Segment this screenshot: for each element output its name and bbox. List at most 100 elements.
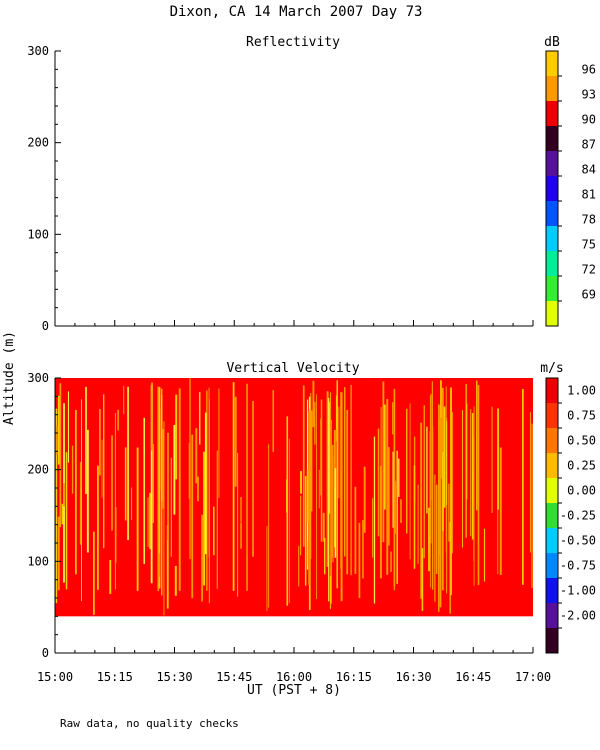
velocity-streak xyxy=(420,422,423,599)
velocity-field-background xyxy=(55,378,533,617)
colorbar-label: 96 xyxy=(582,63,596,77)
reflectivity-y-ticks: 0 100 200 300 xyxy=(27,44,61,333)
colorbar-label: 81 xyxy=(582,188,596,202)
y-tick-label: 0 xyxy=(42,646,49,660)
x-tick-label: 16:15 xyxy=(336,670,372,684)
colorbar-swatch xyxy=(546,226,558,252)
velocity-streak xyxy=(329,575,331,610)
colorbar-swatch xyxy=(546,51,558,77)
reflectivity-colorbar: 96 93 90 87 84 81 78 75 72 69 xyxy=(545,50,596,327)
velocity-streak xyxy=(57,516,60,591)
y-tick-label: 300 xyxy=(27,44,49,58)
velocity-streak xyxy=(314,401,316,445)
velocity-streak xyxy=(329,392,332,424)
velocity-streak xyxy=(59,383,62,528)
velocity-streak xyxy=(57,395,60,465)
velocity-streak xyxy=(350,384,352,576)
velocity-streak xyxy=(81,399,82,602)
velocity-streak xyxy=(240,497,242,522)
velocity-streak xyxy=(531,423,533,589)
y-tick-label: 200 xyxy=(27,463,49,477)
colorbar-swatch xyxy=(546,428,558,454)
velocity-streak xyxy=(308,411,311,585)
velocity-streak xyxy=(312,380,315,428)
colorbar-label: 78 xyxy=(582,213,596,227)
colorbar-swatch xyxy=(546,478,558,504)
velocity-streak xyxy=(191,434,194,599)
velocity-streak xyxy=(299,495,302,556)
x-tick-label: 16:45 xyxy=(455,670,491,684)
velocity-streak xyxy=(208,387,210,558)
colorbar-swatch xyxy=(546,176,558,202)
velocity-streak xyxy=(443,406,446,508)
velocity-streak xyxy=(336,380,338,589)
velocity-streak xyxy=(363,466,366,533)
velocity-streak xyxy=(392,451,394,528)
velocity-streak xyxy=(379,465,382,579)
velocity-streak xyxy=(316,394,317,600)
reflectivity-panel: Reflectivity 0 100 200 300 dB 96 93 90 87 84 81 7… xyxy=(27,35,596,333)
velocity-streak xyxy=(75,409,77,575)
velocity-streak xyxy=(160,408,163,490)
colorbar-label: 75 xyxy=(582,238,596,252)
velocity-streak xyxy=(174,565,177,596)
velocity-streak xyxy=(252,400,254,557)
velocity-streak xyxy=(439,417,442,608)
velocity-streak xyxy=(434,474,436,602)
colorbar-swatch xyxy=(546,603,558,629)
velocity-streak xyxy=(246,383,248,591)
colorbar-label: -0.50 xyxy=(560,534,596,548)
velocity-streak xyxy=(158,386,161,589)
velocity-streak xyxy=(310,410,313,512)
velocity-streak xyxy=(85,386,87,495)
velocity-streak xyxy=(323,537,326,575)
colorbar-swatch xyxy=(546,301,558,327)
velocity-streak xyxy=(123,385,125,415)
colorbar-swatch xyxy=(546,403,558,429)
velocity-streak xyxy=(388,447,390,546)
velocity-streak xyxy=(465,384,467,538)
velocity-streak xyxy=(93,531,95,615)
velocity-streak xyxy=(362,520,364,579)
velocity-streak xyxy=(55,425,58,455)
velocity-streak xyxy=(136,447,139,591)
colorbar-label: 87 xyxy=(582,138,596,152)
velocity-streak xyxy=(63,483,66,507)
velocity-streak xyxy=(522,389,524,585)
velocity-streak xyxy=(373,436,376,604)
velocity-streak xyxy=(346,409,349,575)
velocity-streak xyxy=(386,398,389,575)
velocity-streak xyxy=(476,380,478,511)
velocity-streak xyxy=(406,408,408,534)
time-axis-label: UT (PST + 8) xyxy=(247,683,341,698)
velocity-streak xyxy=(162,429,165,509)
velocity-streak xyxy=(442,452,444,532)
colorbar-label: 0.75 xyxy=(567,409,596,423)
velocity-streak xyxy=(240,522,242,549)
velocity-streak xyxy=(213,506,215,556)
colorbar-label: 0.50 xyxy=(567,434,596,448)
velocity-streak xyxy=(158,553,161,577)
velocity-streak xyxy=(152,443,154,524)
velocity-streak xyxy=(286,416,289,606)
velocity-streak xyxy=(383,404,386,510)
velocity-streak xyxy=(413,465,416,569)
velocity-streak xyxy=(477,384,480,586)
velocity-y-ticks: 0 100 200 300 xyxy=(27,371,61,660)
velocity-streak xyxy=(446,421,448,505)
velocity-streak xyxy=(218,388,220,498)
velocity-streak xyxy=(483,528,486,582)
velocity-streak xyxy=(189,378,191,559)
velocity-streak xyxy=(377,428,380,537)
velocity-streak xyxy=(127,386,129,541)
velocity-streak xyxy=(426,426,428,514)
velocity-streak xyxy=(333,429,336,489)
colorbar-label: 0.00 xyxy=(567,484,596,498)
reflectivity-colorbar-unit: dB xyxy=(544,35,560,50)
velocity-streak xyxy=(320,399,323,542)
velocity-streak xyxy=(114,507,117,563)
velocity-streak xyxy=(237,452,239,597)
velocity-streak xyxy=(151,382,154,451)
velocity-streak xyxy=(109,560,112,594)
